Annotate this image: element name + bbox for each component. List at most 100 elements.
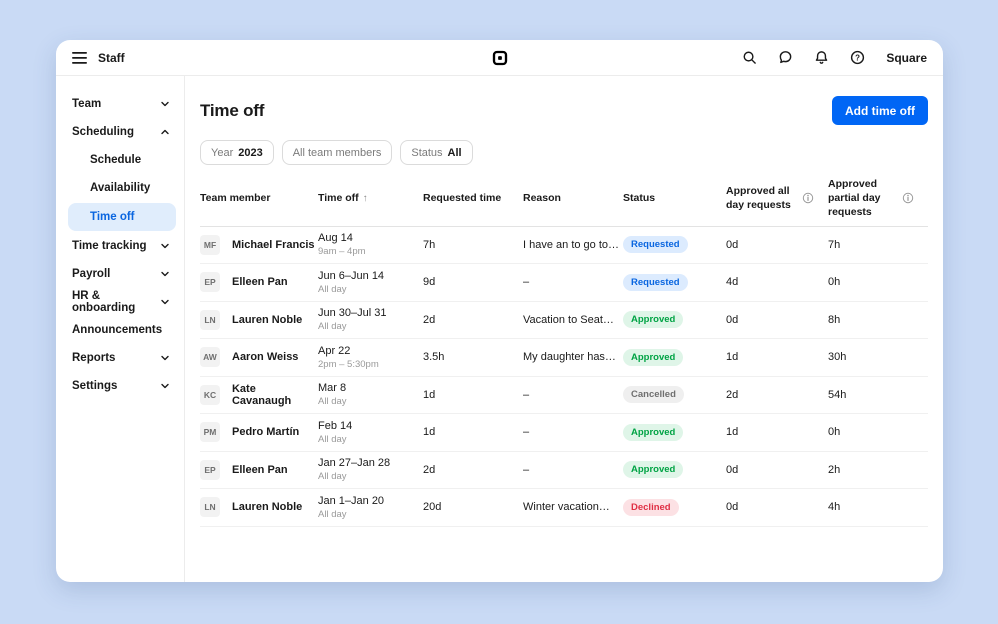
table-row[interactable]: AW Aaron Weiss Apr 22 2pm – 5:30pm 3.5h My da… xyxy=(200,339,928,377)
member-name: Lauren Noble xyxy=(232,313,303,326)
info-icon[interactable] xyxy=(802,192,814,204)
filter-chip-year[interactable]: Year 2023 xyxy=(200,140,274,165)
time-off-date: Jun 6–Jun 14 xyxy=(318,269,385,282)
sidebar-item-schedule[interactable]: Schedule xyxy=(56,146,184,174)
time-off-cell: Aug 14 9am – 4pm xyxy=(318,232,423,257)
member-name: Lauren Noble xyxy=(232,501,303,514)
approved-partial-day-cell: 7h xyxy=(828,238,841,251)
column-header-approved-partial-day-requests[interactable]: Approved partial day requests xyxy=(828,177,928,220)
sidebar-item-hr-onboarding[interactable]: HR & onboarding xyxy=(56,288,184,316)
approved-partial-day-cell: 0h xyxy=(828,276,841,289)
time-off-date-detail: All day xyxy=(318,471,347,483)
requested-time-cell: 9d xyxy=(423,276,436,289)
svg-text:?: ? xyxy=(855,53,860,62)
filter-chip-status[interactable]: Status All xyxy=(400,140,473,165)
member-name: Pedro Martín xyxy=(232,426,300,439)
table-row[interactable]: MF Michael Francis Aug 14 9am – 4pm 7h I have… xyxy=(200,227,928,265)
time-off-cell: Mar 8 All day xyxy=(318,382,423,407)
column-header-team-member[interactable]: Team member xyxy=(200,191,318,205)
sidebar-item-availability[interactable]: Availability xyxy=(56,174,184,202)
member-name: Aaron Weiss xyxy=(232,351,299,364)
avatar: EP xyxy=(200,459,220,480)
column-header-label: Approved all day requests xyxy=(726,185,791,212)
column-header-label: Team member xyxy=(200,192,271,205)
requested-time-cell: 3.5h xyxy=(423,351,445,364)
square-logo-icon[interactable] xyxy=(492,50,507,65)
time-off-cell: Jan 27–Jan 28 All day xyxy=(318,457,423,482)
chevron-down-icon xyxy=(160,241,170,251)
table-row[interactable]: LN Lauren Noble Jun 30–Jul 31 All day 2d Vaca… xyxy=(200,302,928,340)
approved-all-day-cell: 1d xyxy=(726,351,739,364)
table-row[interactable]: KC Kate Cavanaugh Mar 8 All day 1d – Cancelled… xyxy=(200,377,928,415)
filter-chip-all-team-members[interactable]: All team members xyxy=(281,140,393,165)
reason-cell: I have an to go to… xyxy=(523,238,620,251)
table-row[interactable]: EP Elleen Pan Jun 6–Jun 14 All day 9d – Reques… xyxy=(200,264,928,302)
filter-label: All team members xyxy=(292,146,382,159)
reason-cell: Winter vacation… xyxy=(523,501,610,514)
status-cell: Cancelled xyxy=(623,386,726,404)
avatar: MF xyxy=(200,234,220,255)
sidebar-item-announcements[interactable]: Announcements xyxy=(56,316,184,344)
account-name[interactable]: Square xyxy=(886,50,927,65)
time-off-date: Aug 14 xyxy=(318,232,353,245)
avatar: PM xyxy=(200,422,220,443)
reason-cell: My daughter has… xyxy=(523,351,616,364)
info-icon[interactable] xyxy=(902,192,914,204)
filter-label: Year xyxy=(211,146,234,159)
avatar: AW xyxy=(200,347,220,368)
sidebar-item-reports[interactable]: Reports xyxy=(56,344,184,372)
time-off-date: Mar 8 xyxy=(318,382,347,395)
approved-partial-day-cell: 54h xyxy=(828,388,847,401)
time-off-table: Team member Time off ↑ Requested time Reason… xyxy=(200,177,928,527)
member-cell: EP Elleen Pan xyxy=(200,272,318,293)
status-cell: Requested xyxy=(623,273,726,291)
member-name: Elleen Pan xyxy=(232,463,288,476)
requested-time-cell: 1d xyxy=(423,388,436,401)
sidebar-item-team[interactable]: Team xyxy=(56,90,184,118)
notifications-icon[interactable] xyxy=(814,50,829,65)
approved-all-day-cell: 0d xyxy=(726,501,739,514)
main-content: Time off Add time off Year 2023 All team m… xyxy=(185,76,943,582)
status-badge: Requested xyxy=(623,273,688,291)
search-icon[interactable] xyxy=(742,50,757,65)
main-header: Time off Add time off xyxy=(200,96,928,125)
approved-partial-day-cell: 0h xyxy=(828,426,841,439)
topbar-left: Staff xyxy=(72,51,125,65)
table-row[interactable]: EP Elleen Pan Jan 27–Jan 28 All day 2d – Appro… xyxy=(200,452,928,490)
requested-time-cell: 2d xyxy=(423,313,436,326)
sidebar-item-time-tracking[interactable]: Time tracking xyxy=(56,232,184,260)
column-header-approved-all-day-requests[interactable]: Approved all day requests xyxy=(726,184,828,212)
sidebar-item-payroll[interactable]: Payroll xyxy=(56,260,184,288)
chevron-down-icon xyxy=(160,269,170,279)
time-off-date: Jun 30–Jul 31 xyxy=(318,307,387,320)
column-header-time-off[interactable]: Time off ↑ xyxy=(318,191,423,205)
menu-icon[interactable] xyxy=(72,51,87,64)
reason-cell: – xyxy=(523,276,530,289)
status-badge: Requested xyxy=(623,236,688,254)
column-header-label: Approved partial day requests xyxy=(828,178,881,219)
column-header-status[interactable]: Status xyxy=(623,191,726,205)
chevron-down-icon xyxy=(160,297,170,307)
help-icon[interactable]: ? xyxy=(850,50,865,65)
add-time-off-button[interactable]: Add time off xyxy=(832,96,928,125)
sidebar-item-label: Team xyxy=(72,98,102,110)
chat-icon[interactable] xyxy=(778,50,793,65)
approved-all-day-cell: 0d xyxy=(726,463,739,476)
avatar: EP xyxy=(200,272,220,293)
reason-cell: – xyxy=(523,388,530,401)
column-header-reason[interactable]: Reason xyxy=(523,191,623,205)
status-cell: Approved xyxy=(623,311,726,329)
avatar: LN xyxy=(200,497,220,518)
sidebar-item-label: Scheduling xyxy=(72,126,134,138)
sidebar-item-settings[interactable]: Settings xyxy=(56,372,184,400)
sidebar-item-time-off[interactable]: Time off xyxy=(68,203,176,231)
member-cell: KC Kate Cavanaugh xyxy=(200,383,318,407)
table-row[interactable]: PM Pedro Martín Feb 14 All day 1d – Approved 1d… xyxy=(200,414,928,452)
table-row[interactable]: LN Lauren Noble Jan 1–Jan 20 All day 20d Wint… xyxy=(200,489,928,527)
table-header-row: Team member Time off ↑ Requested time Reason… xyxy=(200,177,928,227)
sidebar-item-scheduling[interactable]: Scheduling xyxy=(56,118,184,146)
status-cell: Approved xyxy=(623,348,726,366)
member-name: Kate Cavanaugh xyxy=(231,382,292,407)
column-header-requested-time[interactable]: Requested time xyxy=(423,191,523,205)
filters-bar: Year 2023 All team members Status All xyxy=(200,140,928,165)
